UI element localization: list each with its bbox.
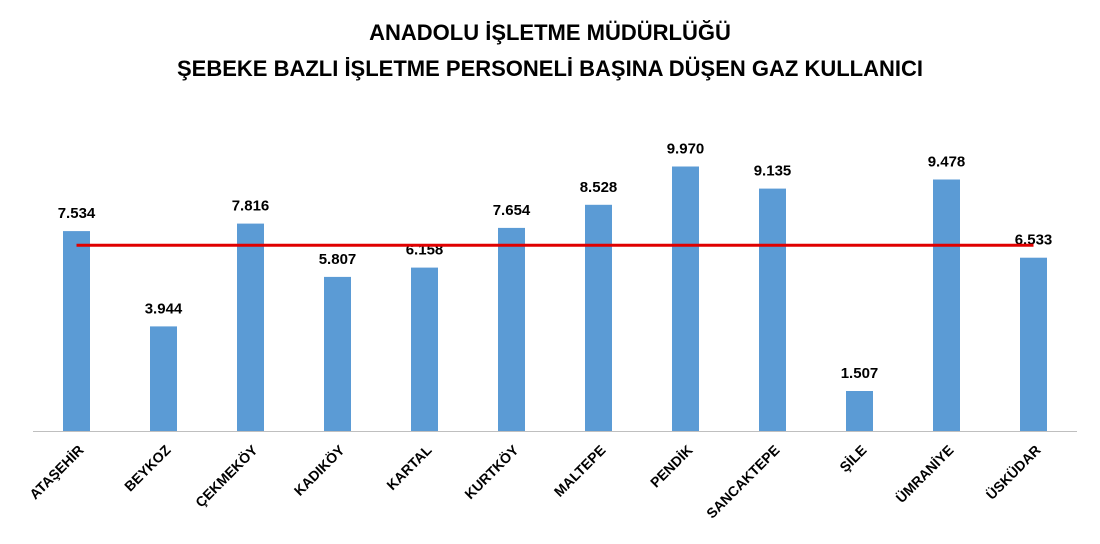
bar-12 [1020, 257, 1047, 431]
category-label: MALTEPE [551, 442, 609, 500]
chart-title: ANADOLU İŞLETME MÜDÜRLÜĞÜ [369, 20, 731, 45]
category-label: PENDİK [647, 442, 696, 491]
data-label: 9.970 [667, 141, 705, 158]
bar-7 [585, 204, 612, 431]
data-label: 9.135 [754, 163, 792, 180]
bar-1 [63, 231, 90, 431]
data-label: 7.816 [232, 198, 270, 215]
category-label: ÜSKÜDAR [983, 442, 1044, 503]
category-label: SANCAKTEPE [703, 442, 783, 522]
category-label: ŞİLE [836, 442, 869, 475]
category-label: ÜMRANİYE [893, 442, 957, 506]
bar-6 [498, 227, 525, 431]
category-label: KURTKÖY [461, 441, 522, 502]
bar-8 [672, 166, 699, 431]
data-label: 8.528 [580, 179, 618, 196]
bar-5 [411, 267, 438, 431]
bar-2 [150, 326, 177, 431]
category-label: ATAŞEHİR [26, 442, 86, 502]
bar-10 [846, 391, 873, 431]
category-label: BEYKOZ [121, 441, 174, 494]
bar-3 [237, 223, 264, 431]
category-label: KARTAL [383, 441, 435, 493]
data-label: 7.534 [58, 205, 96, 222]
data-label: 7.654 [493, 202, 531, 219]
data-label: 3.944 [145, 300, 183, 317]
bar-9 [759, 188, 786, 431]
data-label: 1.507 [841, 365, 879, 382]
category-label: KADIKÖY [291, 441, 348, 498]
bar-11 [933, 179, 960, 431]
bar-4 [324, 276, 351, 431]
data-label: 5.807 [319, 251, 357, 268]
chart-subtitle: ŞEBEKE BAZLI İŞLETME PERSONELİ BAŞINA DÜ… [176, 56, 923, 81]
data-label: 9.478 [928, 154, 966, 171]
category-label: ÇEKMEKÖY [192, 441, 261, 510]
